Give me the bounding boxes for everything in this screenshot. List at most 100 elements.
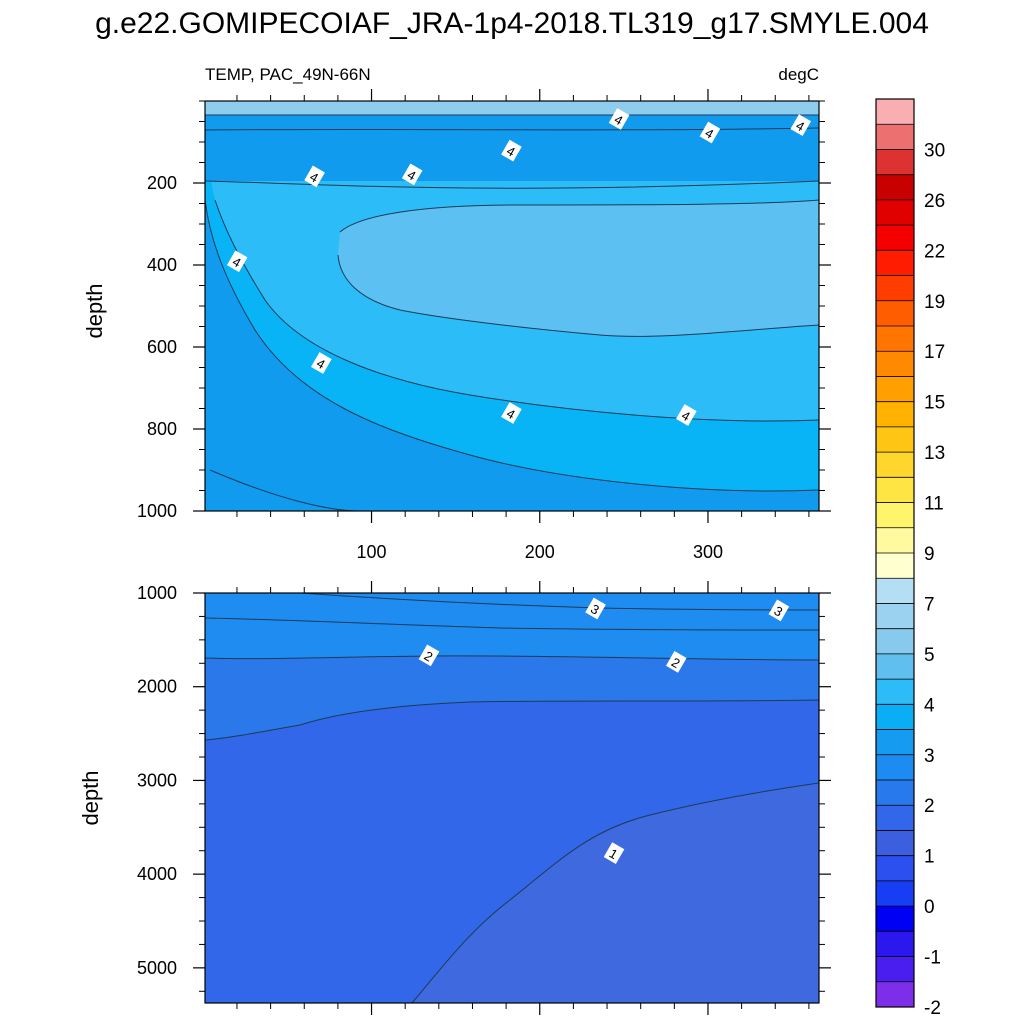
top-contour-labels: 4 4 4 4 4 4 4 4 4 4	[226, 108, 812, 426]
colorbar-label: 3	[924, 746, 935, 767]
colorbar-label: 13	[924, 443, 945, 464]
bottom-y-tick-labels: 1000 2000 3000 4000 5000	[137, 583, 177, 978]
bottom-tick-marks	[193, 581, 831, 1015]
contour-line	[205, 617, 819, 631]
colorbar-swatch	[876, 628, 914, 655]
contour-line	[339, 199, 819, 233]
bottom-plot-frame	[204, 592, 820, 1004]
y-tick-label: 5000	[137, 958, 177, 978]
colorbar-swatch	[876, 780, 914, 806]
colorbar-swatch	[876, 956, 914, 983]
colorbar-swatch	[876, 855, 914, 882]
colorbar-swatch	[876, 578, 914, 604]
colorbar-swatch	[876, 300, 914, 327]
contour-line	[205, 180, 819, 189]
contour-label: 4	[676, 404, 697, 426]
top-panel: TEMP, PAC_49N-66N degC 2004006008001000 …	[82, 65, 831, 562]
contour-label-box	[501, 402, 522, 424]
colorbar-label: 2	[924, 796, 935, 817]
contour-label: 2	[418, 644, 440, 667]
bottom-contour-fill	[205, 593, 819, 1003]
contour-label-box	[665, 651, 687, 673]
contour-label: 4	[501, 139, 522, 162]
colorbar-label: 15	[924, 393, 945, 414]
contour-line	[205, 127, 819, 131]
y-tick-label: 800	[147, 419, 177, 439]
contour-line	[205, 655, 819, 661]
top-y-axis-label: depth	[82, 283, 107, 338]
colorbar-swatch	[876, 326, 914, 352]
top-title-right: degC	[778, 65, 819, 84]
colorbar-swatch	[876, 502, 914, 529]
contour-label: 3	[768, 599, 790, 622]
colorbar-label: 7	[924, 594, 935, 615]
colorbar-swatch	[876, 553, 914, 579]
colorbar-swatch	[876, 830, 914, 857]
contour-label: 4	[501, 402, 522, 424]
top-x-tick-labels: 100 200 300	[357, 542, 723, 562]
fill-band-0-5	[412, 783, 819, 1003]
contour-label-box	[226, 250, 248, 273]
contour-label-box	[401, 163, 423, 186]
colorbar-swatch	[876, 704, 914, 730]
colorbar-label: 5	[924, 645, 935, 666]
colorbar-frame	[875, 98, 915, 1008]
colorbar-label: 4	[924, 695, 935, 716]
contour-label: 4	[608, 108, 630, 130]
colorbar-label: 30	[924, 140, 945, 161]
colorbar-label: 19	[924, 292, 945, 313]
contour-label-box	[585, 597, 606, 620]
contour-label-box	[608, 108, 630, 130]
colorbar-swatch	[876, 426, 914, 453]
colorbar-label: -1	[924, 948, 941, 969]
contour-label-box	[603, 842, 625, 864]
colorbar-label: 26	[924, 191, 945, 212]
colorbar-label: 0	[924, 897, 935, 918]
top-tick-marks	[193, 89, 831, 523]
colorbar-label: 1	[924, 847, 935, 868]
colorbar-swatch	[876, 199, 914, 226]
colorbar-swatch	[876, 981, 914, 1008]
colorbar-swatch	[876, 174, 914, 201]
colorbar-label: -2	[924, 998, 941, 1019]
fill-band-4	[338, 200, 819, 337]
contour-label-box	[790, 114, 812, 137]
contour-label-box	[304, 165, 325, 188]
contour-label: 1	[603, 842, 625, 864]
contour-label: 4	[699, 121, 721, 144]
contour-label-box	[311, 352, 332, 374]
colorbar-swatch	[876, 250, 914, 276]
contour-label: 4	[304, 165, 325, 188]
contour-label-box	[501, 139, 522, 162]
y-tick-label: 3000	[137, 770, 177, 790]
colorbar-label: 9	[924, 544, 935, 565]
colorbar-label: 11	[924, 494, 944, 515]
fill-band-2	[205, 593, 819, 660]
colorbar-swatch	[876, 653, 914, 680]
y-tick-label: 200	[147, 173, 177, 193]
fill-surface-warm	[205, 101, 819, 115]
contour-label: 4	[311, 352, 332, 374]
bottom-y-axis-label: depth	[78, 770, 103, 825]
contour-label: 3	[585, 597, 606, 620]
y-tick-label: 2000	[137, 677, 177, 697]
y-tick-label: 600	[147, 337, 177, 357]
contour-line	[214, 199, 819, 422]
colorbar-swatch	[876, 603, 914, 630]
chart-title: g.e22.GOMIPECOIAF_JRA-1p4-2018.TL319_g17…	[95, 7, 929, 40]
y-tick-label: 1000	[137, 501, 177, 521]
colorbar-label: 22	[924, 241, 945, 262]
y-tick-label: 1000	[137, 583, 177, 603]
top-y-tick-labels: 200 400 600 800 1000	[137, 173, 177, 521]
contour-line	[205, 699, 819, 741]
contour-label-box	[676, 404, 697, 426]
contour-line	[337, 254, 819, 337]
contour-label-box	[418, 644, 440, 667]
x-tick-label: 200	[525, 542, 555, 562]
colorbar-swatch	[876, 99, 914, 125]
bottom-panel: 1000 2000 3000 4000 5000 depth 3 3 2 2 1	[78, 581, 831, 1015]
colorbar-swatch	[876, 149, 914, 176]
contour-label-box	[699, 121, 721, 144]
colorbar-swatch	[876, 275, 914, 302]
